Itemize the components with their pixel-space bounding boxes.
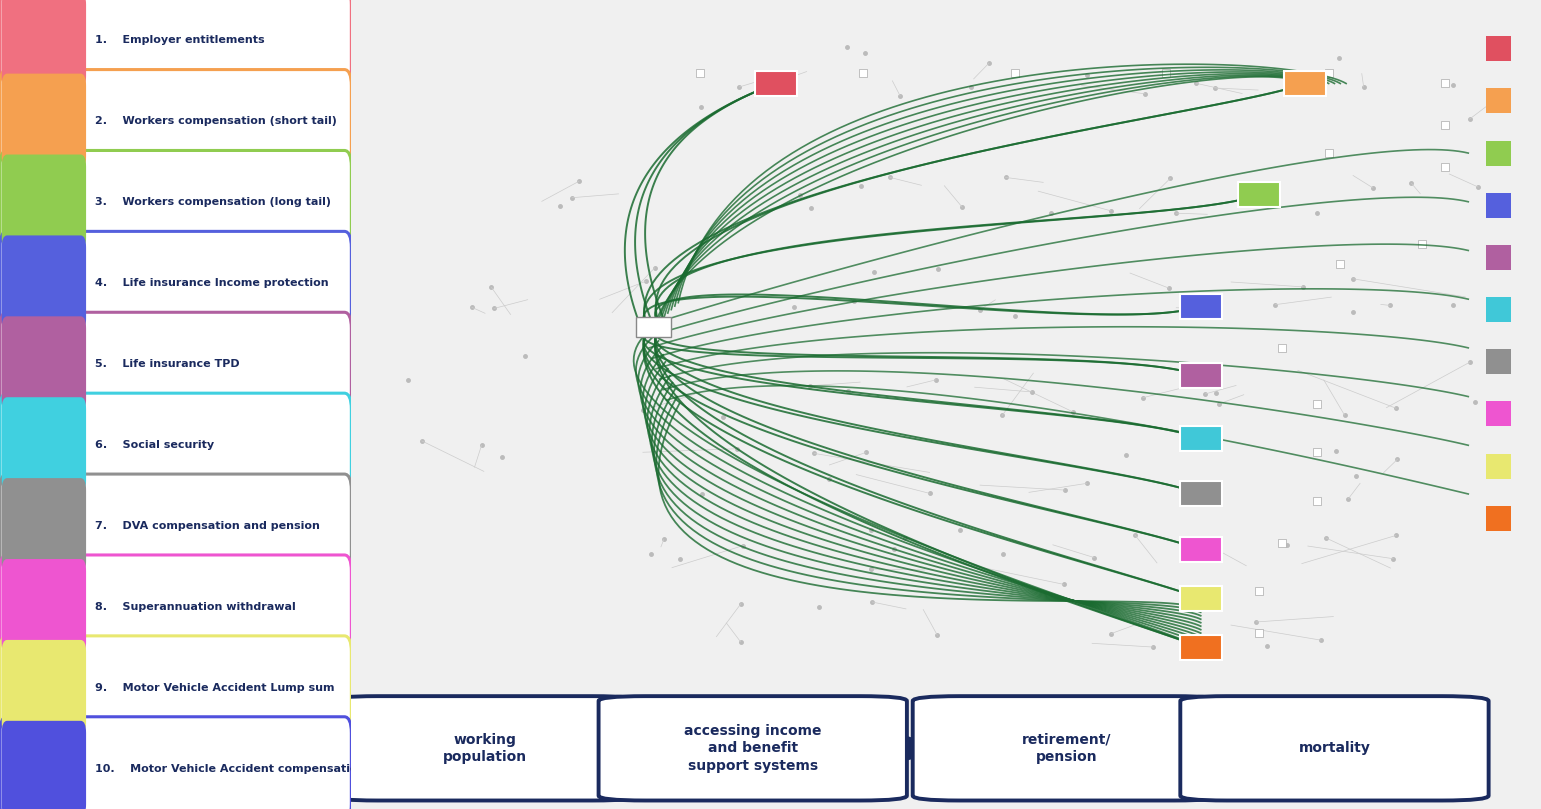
Bar <box>43 571 85 642</box>
Text: 9.    Motor Vehicle Accident Lump sum: 9. Motor Vehicle Accident Lump sum <box>96 683 334 693</box>
FancyBboxPatch shape <box>0 555 351 659</box>
FancyBboxPatch shape <box>2 721 86 809</box>
FancyBboxPatch shape <box>1237 182 1279 207</box>
FancyBboxPatch shape <box>0 0 351 92</box>
FancyBboxPatch shape <box>1486 88 1512 113</box>
Bar <box>43 5 85 76</box>
FancyBboxPatch shape <box>2 0 86 88</box>
Text: 10.    Motor Vehicle Accident compensation: 10. Motor Vehicle Accident compensation <box>96 764 365 773</box>
FancyBboxPatch shape <box>1285 71 1327 96</box>
FancyBboxPatch shape <box>2 397 86 493</box>
FancyBboxPatch shape <box>2 316 86 412</box>
Text: 8.    Superannuation withdrawal: 8. Superannuation withdrawal <box>96 602 296 612</box>
FancyBboxPatch shape <box>1486 349 1512 375</box>
FancyBboxPatch shape <box>0 312 351 416</box>
FancyBboxPatch shape <box>0 150 351 254</box>
FancyBboxPatch shape <box>1180 363 1222 388</box>
Text: retirement/
pension: retirement/ pension <box>1022 733 1111 764</box>
FancyBboxPatch shape <box>2 74 86 169</box>
Text: 1.    Employer entitlements: 1. Employer entitlements <box>96 36 265 45</box>
FancyBboxPatch shape <box>636 316 672 337</box>
FancyBboxPatch shape <box>1486 141 1512 166</box>
FancyBboxPatch shape <box>755 71 797 96</box>
FancyBboxPatch shape <box>1486 36 1512 61</box>
Text: 7.    DVA compensation and pension: 7. DVA compensation and pension <box>96 521 319 531</box>
FancyBboxPatch shape <box>2 155 86 250</box>
Polygon shape <box>505 709 633 787</box>
Text: mortality: mortality <box>1299 741 1370 756</box>
FancyBboxPatch shape <box>0 636 351 739</box>
Text: accessing income
and benefit
support systems: accessing income and benefit support sys… <box>684 724 821 773</box>
Bar <box>43 86 85 157</box>
FancyBboxPatch shape <box>0 231 351 335</box>
FancyBboxPatch shape <box>1486 454 1512 479</box>
Bar <box>43 733 85 804</box>
FancyBboxPatch shape <box>1180 634 1222 659</box>
Bar <box>43 248 85 319</box>
FancyBboxPatch shape <box>1180 481 1222 506</box>
FancyBboxPatch shape <box>1180 537 1222 562</box>
Bar <box>43 328 85 400</box>
FancyBboxPatch shape <box>1486 245 1512 270</box>
FancyBboxPatch shape <box>1180 696 1489 801</box>
FancyBboxPatch shape <box>598 696 908 801</box>
Bar <box>43 167 85 238</box>
Text: 5.    Life insurance TPD: 5. Life insurance TPD <box>96 359 239 369</box>
Text: 6.    Social security: 6. Social security <box>96 440 214 450</box>
FancyBboxPatch shape <box>2 640 86 735</box>
FancyBboxPatch shape <box>1180 586 1222 611</box>
FancyBboxPatch shape <box>1486 401 1512 426</box>
Polygon shape <box>820 709 948 787</box>
Text: 2.    Workers compensation (short tail): 2. Workers compensation (short tail) <box>96 116 337 126</box>
FancyBboxPatch shape <box>0 474 351 578</box>
Bar <box>43 490 85 561</box>
Text: working
population: working population <box>444 733 527 764</box>
FancyBboxPatch shape <box>2 559 86 654</box>
FancyBboxPatch shape <box>912 696 1220 801</box>
FancyBboxPatch shape <box>1486 193 1512 218</box>
FancyBboxPatch shape <box>0 717 351 809</box>
Text: 4.    Life insurance Income protection: 4. Life insurance Income protection <box>96 278 328 288</box>
FancyBboxPatch shape <box>1486 506 1512 531</box>
Polygon shape <box>1088 709 1216 787</box>
Bar <box>43 652 85 723</box>
FancyBboxPatch shape <box>0 393 351 497</box>
FancyBboxPatch shape <box>2 235 86 331</box>
FancyBboxPatch shape <box>331 696 640 801</box>
Text: 3.    Workers compensation (long tail): 3. Workers compensation (long tail) <box>96 197 331 207</box>
FancyBboxPatch shape <box>1180 426 1222 451</box>
FancyBboxPatch shape <box>1486 297 1512 322</box>
FancyBboxPatch shape <box>1180 294 1222 319</box>
Bar <box>43 409 85 481</box>
FancyBboxPatch shape <box>2 478 86 574</box>
FancyBboxPatch shape <box>0 70 351 173</box>
